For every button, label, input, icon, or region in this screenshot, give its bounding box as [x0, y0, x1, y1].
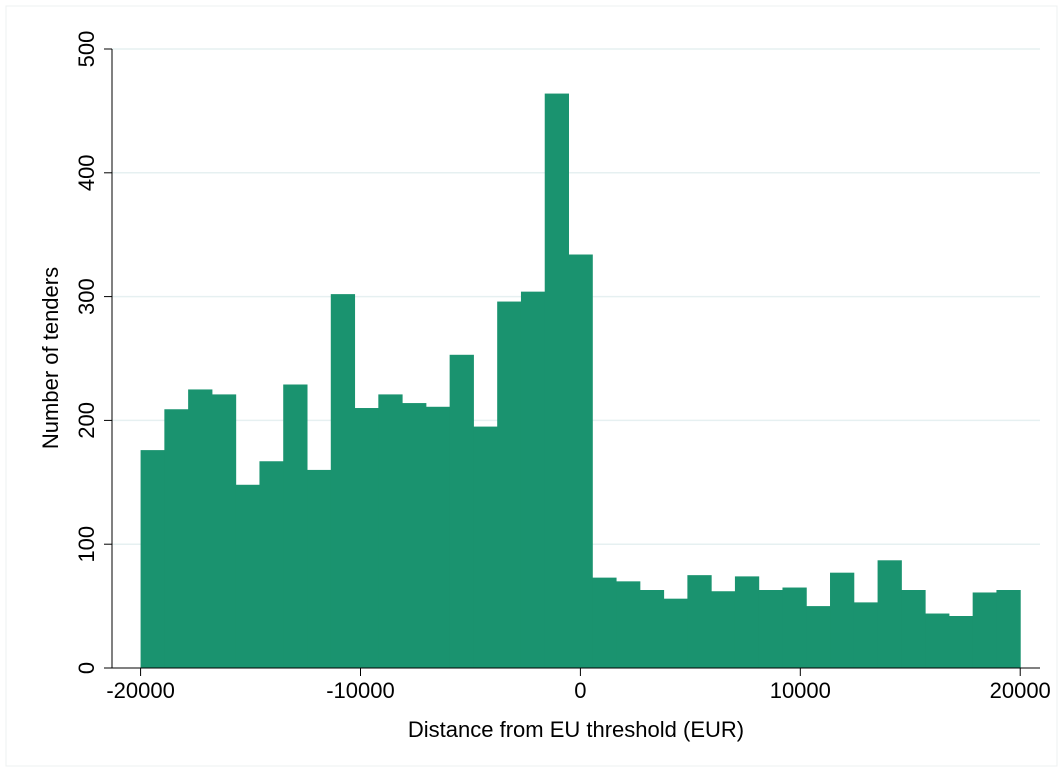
bar: [520, 291, 546, 668]
bar: [711, 591, 736, 668]
bar: [425, 406, 451, 668]
bar: [211, 394, 237, 668]
bar: [544, 93, 570, 669]
bar: [948, 616, 974, 668]
bar: [972, 592, 997, 668]
bar: [806, 606, 831, 668]
x-axis-label: Distance from EU threshold (EUR): [408, 717, 744, 742]
bar: [758, 590, 783, 668]
bar: [497, 301, 522, 668]
bar: [687, 575, 712, 668]
y-tick-label: 100: [74, 526, 99, 563]
bar: [164, 409, 189, 668]
y-tick-label: 200: [74, 402, 99, 439]
bar: [996, 590, 1021, 668]
y-tick-label: 400: [74, 154, 99, 191]
bar: [378, 394, 403, 668]
bar: [235, 484, 260, 668]
bar: [853, 602, 879, 668]
bar: [639, 590, 665, 668]
x-tick-label: 10000: [770, 678, 831, 703]
bar: [901, 590, 926, 668]
bar: [782, 587, 807, 668]
bar: [663, 598, 688, 668]
y-axis-label: Number of tenders: [38, 267, 63, 449]
bar: [449, 354, 474, 668]
x-tick-label: -20000: [106, 678, 175, 703]
bar: [188, 389, 213, 668]
x-tick-label: -10000: [326, 678, 395, 703]
bar: [734, 576, 760, 668]
bar: [354, 408, 379, 668]
bar: [140, 450, 165, 668]
bar: [402, 403, 427, 668]
bar: [830, 572, 855, 668]
y-tick-label: 0: [74, 662, 99, 674]
x-tick-label: 20000: [990, 678, 1051, 703]
bar: [259, 461, 284, 668]
bar: [330, 294, 356, 668]
x-tick-label: 0: [574, 678, 586, 703]
bar: [568, 254, 593, 668]
bar: [283, 384, 308, 668]
y-tick-label: 500: [74, 31, 99, 68]
bar: [473, 426, 498, 668]
bar: [925, 613, 950, 668]
y-tick-label: 300: [74, 278, 99, 315]
bar: [592, 577, 617, 668]
bar: [307, 469, 332, 668]
bar: [877, 560, 902, 668]
bar: [616, 581, 641, 668]
